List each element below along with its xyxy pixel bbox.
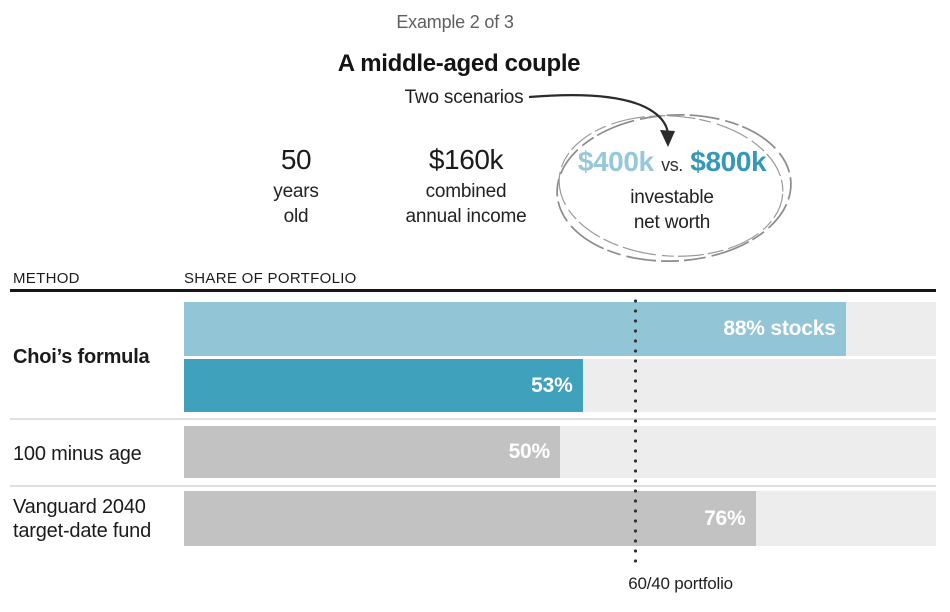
age-value: 50: [280, 144, 312, 175]
age-caption-line1: years: [273, 181, 319, 202]
net-worth-low: $400k: [577, 146, 654, 177]
bar-choi-low-networth: 88% stocks: [184, 302, 846, 356]
bar-value-label: 50%: [508, 440, 551, 463]
bar-track: 88% stocks: [184, 302, 936, 356]
bar-value-label: 88% stocks: [723, 317, 836, 340]
bar-vanguard-2040: 76%: [184, 491, 756, 546]
net-worth-vs: vs.: [661, 155, 683, 175]
reference-line: [633, 296, 637, 568]
curved-arrow-icon: [528, 94, 675, 147]
age-caption-line2: old: [283, 206, 309, 227]
net-worth-caption-line2: net worth: [633, 212, 711, 233]
bar-value-label: 53%: [531, 373, 573, 397]
page-title: A middle-aged couple: [337, 50, 581, 77]
net-worth-high: $800k: [690, 146, 767, 177]
reference-line-label: 60/40 portfolio: [628, 574, 733, 593]
column-header-method: METHOD: [13, 270, 80, 287]
net-worth-caption-line1: investable: [630, 187, 714, 208]
income-caption-line2: annual income: [405, 206, 527, 227]
bar-value-label: 76%: [704, 506, 746, 530]
stat-age: 50 years old: [273, 144, 319, 229]
row-divider: [10, 485, 936, 487]
two-scenarios-label: Two scenarios: [404, 87, 524, 108]
bar-track: 53%: [184, 359, 936, 412]
bar-choi-high-networth: 53%: [184, 359, 583, 412]
stat-income: $160k combined annual income: [406, 145, 527, 229]
method-label-100-minus-age: 100 minus age: [13, 443, 142, 465]
header-rule: [10, 289, 936, 292]
row-divider: [10, 418, 936, 420]
bar-track: 76%: [184, 491, 936, 546]
stat-net-worth: $400k vs. $800k investable net worth: [577, 146, 767, 235]
net-worth-value: $400k vs. $800k: [577, 146, 767, 180]
bar-track: 50%: [184, 426, 936, 478]
column-header-share: SHARE OF PORTFOLIO: [184, 270, 357, 287]
method-label-choi: Choi’s formula: [13, 346, 150, 368]
income-caption-line1: combined: [425, 181, 507, 202]
income-value: $160k: [428, 144, 504, 175]
example-counter: Example 2 of 3: [396, 12, 514, 32]
method-label-vanguard: Vanguard 2040 target-date fund: [13, 496, 152, 542]
bar-100-minus-age: 50%: [184, 426, 560, 478]
